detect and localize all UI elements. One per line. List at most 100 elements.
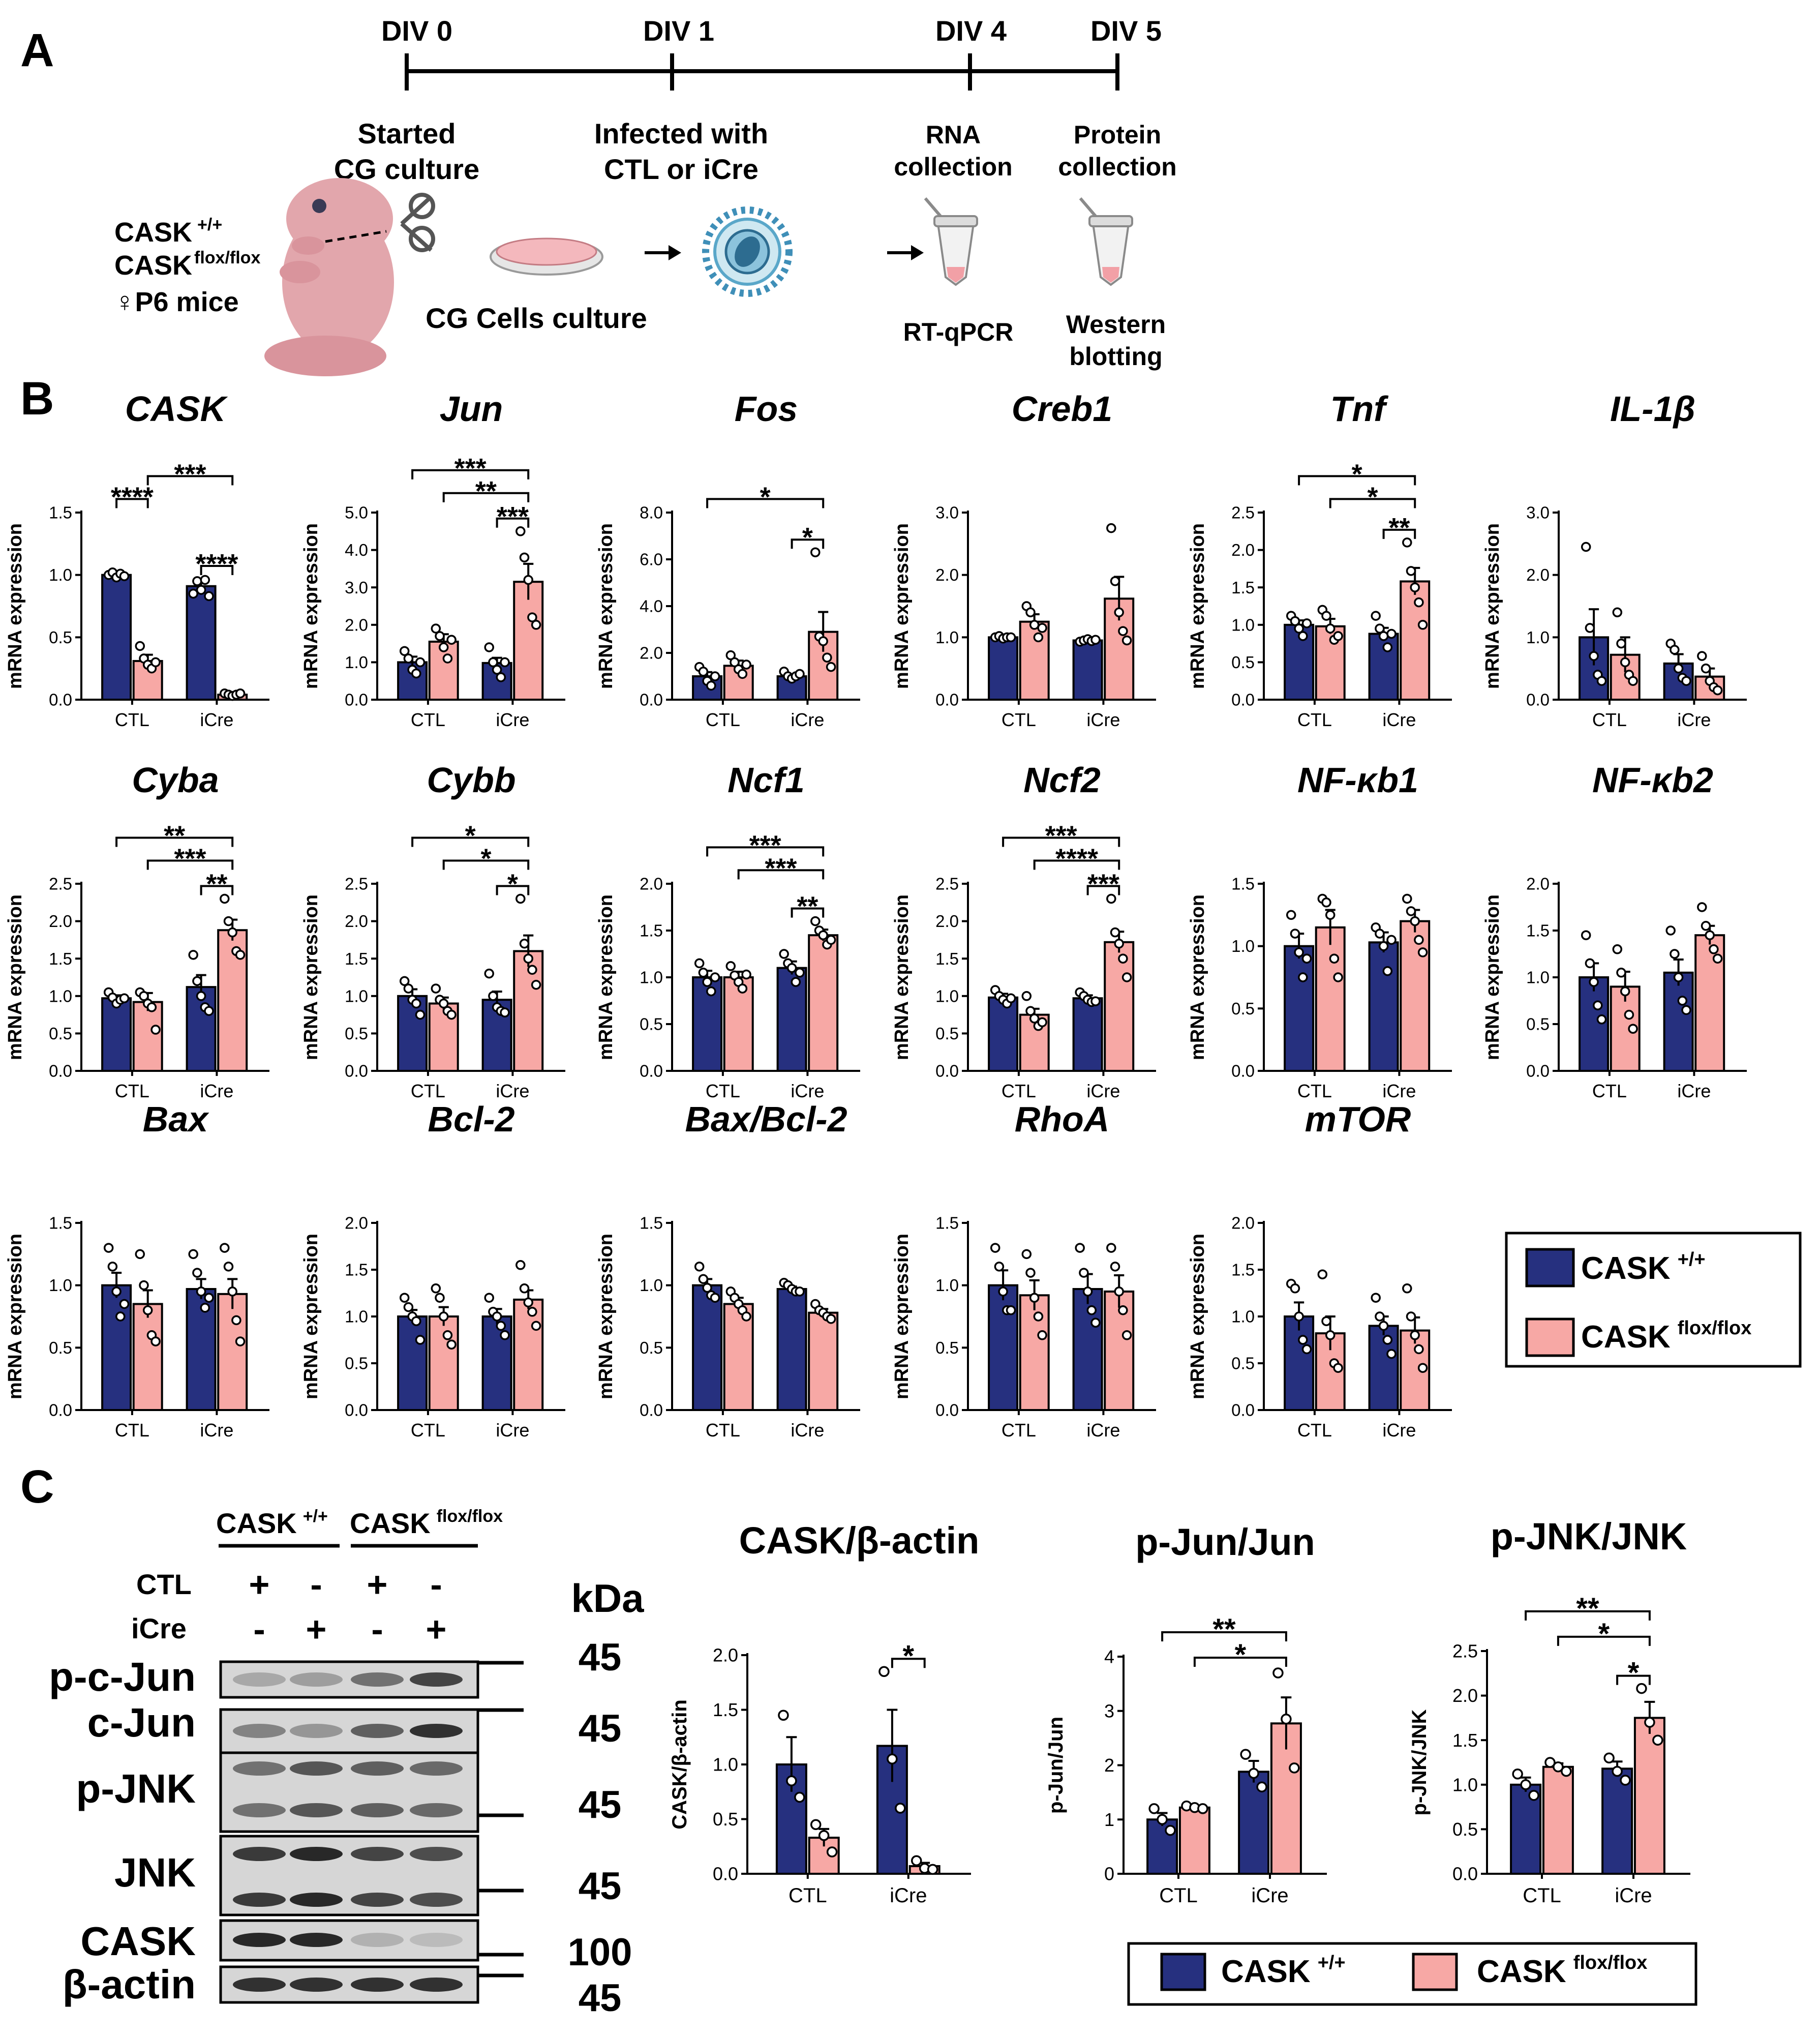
chart-Creb1: Creb1 0.0 1.0 2.0 3.0 mRNA expression CTL iCre [891, 389, 1156, 730]
data-point [196, 991, 206, 1001]
blot-band-label: p-c-Jun [49, 1654, 196, 1699]
data-point [119, 571, 130, 581]
data-point [1628, 1024, 1638, 1034]
data-point [1114, 1286, 1124, 1297]
significance-bracket [891, 1658, 926, 1668]
data-point [895, 1803, 906, 1814]
y-axis-label: mRNA expression [891, 523, 913, 689]
data-point [1118, 626, 1128, 636]
data-point [500, 1007, 510, 1017]
data-point [220, 893, 230, 904]
blot-row-p-c-jun: p-c-Jun 45 [49, 1636, 621, 1699]
blot-sign-icre: - [253, 1609, 265, 1649]
chart-Tnf: Tnf 0.0 0.5 1.0 1.5 2.0 2.5 mRNA expression CTL i… [1187, 389, 1452, 730]
data-point [1644, 1717, 1655, 1728]
chart-Bax: Bax 0.0 0.5 1.0 1.5 mRNA expression CTL iCre [5, 1099, 269, 1441]
step-started-line2: CG culture [334, 153, 479, 185]
y-tick-label: 0.5 [345, 1024, 368, 1043]
x-tick-label: CTL [788, 1884, 827, 1907]
blot-group-ctrl: CASK +/+ [216, 1507, 328, 1539]
data-point [446, 1339, 457, 1350]
data-point [1378, 941, 1389, 951]
step-protein-line1: Protein [1074, 121, 1161, 149]
data-point [818, 1830, 830, 1841]
significance-label: *** [497, 501, 529, 532]
data-point [1090, 1317, 1101, 1328]
x-tick-label: iCre [200, 1420, 233, 1441]
y-axis-label: mRNA expression [595, 1234, 617, 1399]
y-tick-label: 0.0 [640, 691, 663, 709]
y-tick-label: 1.5 [640, 921, 663, 940]
western-blot: CASK +/+ CASK flox/flox CTL iCre + - + -- + - + … [49, 1507, 644, 2020]
data-point [887, 1753, 898, 1764]
data-point [1636, 1683, 1647, 1694]
chart-Bcl2: Bcl-2 0.0 0.5 1.0 1.5 2.0 mRNA expression CTL iC… [300, 1099, 565, 1441]
blot-sign-icre: - [371, 1609, 383, 1649]
data-point [1079, 1268, 1089, 1278]
petri-dish-icon [490, 237, 603, 276]
data-point [737, 983, 748, 994]
bar-icre-ctrl [1072, 639, 1103, 701]
blot-band [351, 1803, 404, 1817]
blot-band [351, 1893, 404, 1907]
data-point [1272, 1667, 1284, 1679]
blot-band [233, 1893, 286, 1907]
bar-icre-flox [808, 934, 839, 1072]
data-point [1677, 996, 1688, 1006]
data-point [139, 991, 149, 1001]
data-point [399, 1293, 410, 1303]
y-tick-label: 1.5 [49, 1214, 72, 1233]
significance-bracket [496, 517, 530, 528]
data-point [1371, 611, 1381, 621]
y-tick-label: 0.0 [345, 1401, 368, 1420]
step-infected-line1: Infected with [594, 117, 768, 149]
y-tick-label: 0.0 [713, 1864, 738, 1884]
chart-title: CASK/β-actin [739, 1519, 980, 1562]
data-point [519, 939, 530, 949]
data-point [1520, 1779, 1531, 1790]
data-point [911, 1855, 922, 1866]
y-tick-label: 1.5 [640, 1214, 663, 1233]
y-tick-label: 1.0 [935, 1276, 959, 1295]
chart-title: Bax/Bcl-2 [685, 1099, 847, 1139]
x-tick-label: iCre [200, 709, 233, 730]
blot-band-label: CASK [80, 1919, 196, 1964]
legend-c: CASK +/+ CASK flox/flox [1127, 1942, 1697, 2006]
y-tick-label: 2.5 [49, 875, 72, 893]
data-point [741, 969, 751, 980]
data-point [231, 1315, 241, 1326]
blot-band [410, 1933, 463, 1947]
significance-bracket [115, 498, 149, 508]
mice-genotype-2: CASK flox/flox [114, 248, 260, 281]
y-tick-label: 2.0 [345, 912, 368, 931]
data-point [1585, 623, 1595, 633]
significance-label: * [1367, 482, 1378, 512]
x-tick-label: CTL [1297, 1420, 1332, 1441]
data-point [1628, 676, 1638, 686]
data-point [442, 653, 453, 664]
data-point [500, 657, 510, 668]
data-point [435, 631, 445, 641]
x-tick-label: iCre [1677, 1081, 1711, 1101]
blot-band [290, 1803, 343, 1817]
y-tick-label: 2.0 [345, 615, 368, 634]
y-tick-label: 0.0 [1526, 1062, 1550, 1081]
data-point [438, 1311, 449, 1322]
data-point [1585, 958, 1595, 969]
x-tick-label: iCre [496, 1420, 529, 1441]
arrow-icon [645, 245, 924, 260]
bar-ctl-ctrl [397, 1315, 428, 1411]
data-point [994, 1262, 1005, 1272]
significance-label: * [802, 522, 813, 553]
chart-title: NF-κb1 [1297, 760, 1418, 800]
bar-icre-ctrl [1663, 971, 1694, 1072]
chart-Fos: Fos 0.0 2.0 4.0 6.0 8.0 mRNA expression CTL iCre… [595, 389, 860, 730]
y-tick-label: 1.5 [935, 949, 959, 968]
y-tick-label: 0.5 [1231, 1354, 1255, 1373]
data-point [702, 977, 712, 987]
bar-icre-flox [808, 1311, 839, 1411]
data-point [1037, 1017, 1047, 1028]
data-point [442, 1330, 453, 1340]
timeline-label-div4: DIV 4 [935, 15, 1007, 47]
